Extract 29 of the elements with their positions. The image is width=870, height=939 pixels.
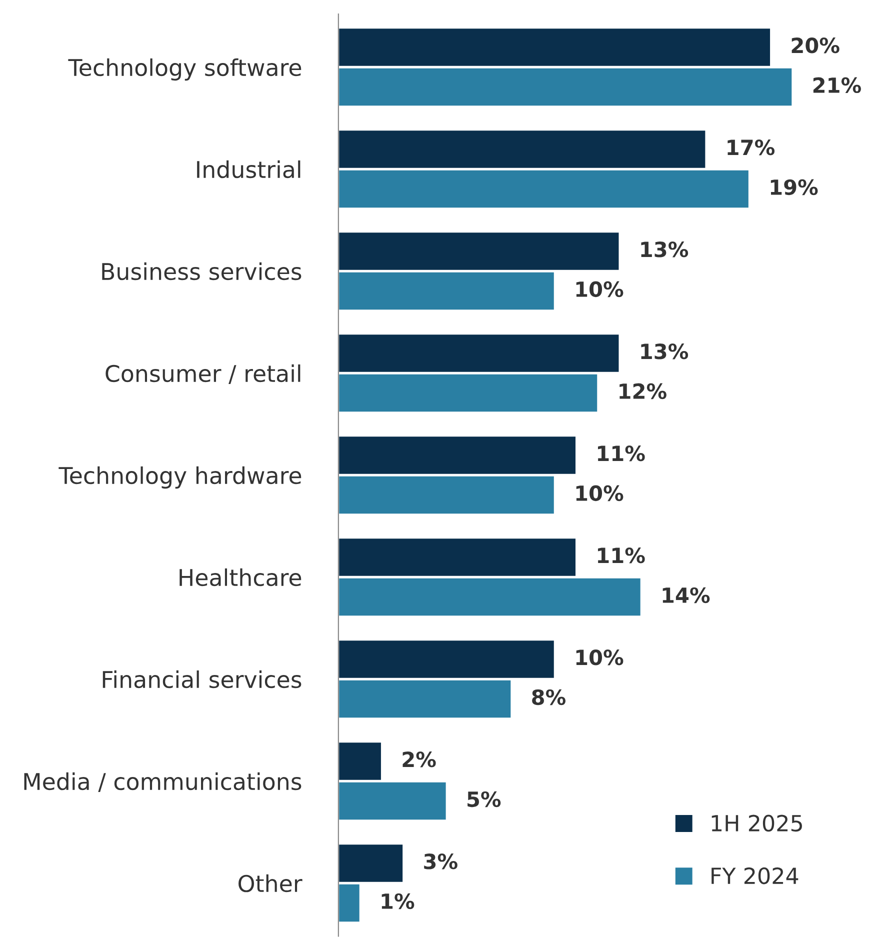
data-label: 10% (576, 281, 624, 298)
data-label: 19% (770, 179, 818, 196)
data-label: 3% (424, 854, 458, 870)
data-label: 10% (576, 485, 624, 502)
data-label: 20% (792, 38, 840, 54)
data-label: 5% (468, 791, 501, 808)
data-label: 17% (728, 140, 775, 156)
y-tick-label: Technology software (68, 58, 302, 81)
data-label: 2% (402, 752, 436, 768)
data-label: 13% (641, 344, 688, 360)
data-label: 13% (641, 242, 688, 258)
y-tick-label: Healthcare (180, 568, 302, 586)
y-tick-label: Media / communications (24, 772, 302, 792)
data-label: 10% (576, 650, 624, 666)
y-tick-label: Other (238, 874, 302, 892)
legend-label: 1H 2025 (712, 814, 802, 832)
y-tick-label: Technology hardware (58, 466, 302, 489)
data-label: 14% (662, 587, 710, 604)
y-tick-label: Financial services (102, 670, 302, 688)
y-tick-label: Industrial (197, 160, 300, 178)
data-label: 11% (598, 548, 645, 564)
data-label: 12% (620, 383, 666, 400)
data-label: 11% (598, 446, 645, 462)
y-tick-label: Consumer / retail (106, 364, 300, 384)
legend-label: FY 2024 (712, 867, 798, 884)
data-label: 1% (382, 893, 414, 910)
data-label: 8% (532, 689, 566, 706)
data-label: 21% (813, 77, 861, 94)
y-tick-label: Business services (102, 262, 302, 280)
